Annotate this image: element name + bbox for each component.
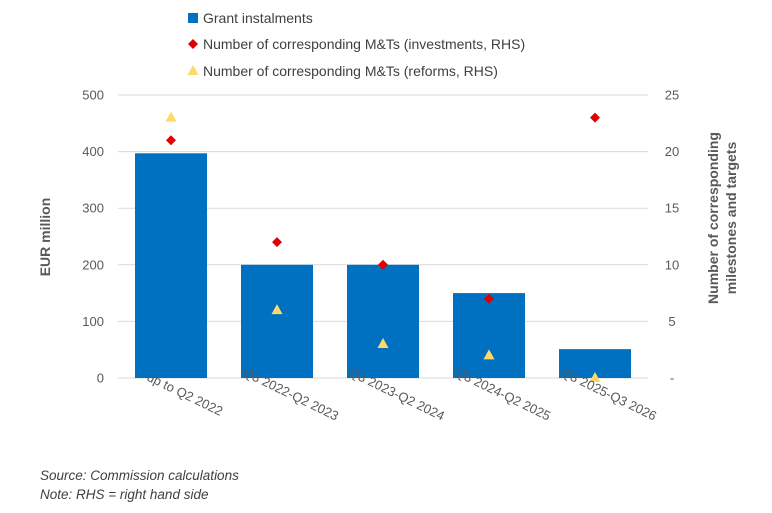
legend-swatch <box>187 65 199 75</box>
source-note: Source: Commission calculations <box>40 468 239 483</box>
investments-point <box>484 293 494 304</box>
right-tick-label: 15 <box>665 201 679 216</box>
left-tick-label: 400 <box>82 144 104 159</box>
reforms-point <box>377 338 389 349</box>
right-axis-title: Number of corresponding milestones and ta… <box>705 132 739 304</box>
legend-label: Number of corresponding M&Ts (investment… <box>203 36 525 52</box>
bar <box>135 153 207 378</box>
left-tick-label: 500 <box>82 88 104 103</box>
legend: Grant instalments Number of corresponding… <box>187 10 525 79</box>
bar <box>453 293 525 378</box>
reforms-point <box>483 349 495 360</box>
right-axis-title-line: milestones and targets <box>723 142 739 295</box>
right-tick-label: 10 <box>665 257 679 272</box>
investments-point <box>272 237 282 248</box>
reforms-point <box>589 372 601 382</box>
investments-point <box>590 112 600 123</box>
left-axis-title: EUR million <box>37 198 53 277</box>
left-tick-label: 300 <box>82 201 104 216</box>
bar <box>241 264 313 378</box>
legend-swatch <box>188 39 198 49</box>
bar <box>347 264 419 378</box>
right-tick-label: - <box>670 371 674 386</box>
left-tick-label: 100 <box>82 314 104 329</box>
bar-series <box>135 153 631 378</box>
left-axis-ticks: 0 100 200 300 400 500 <box>82 88 104 386</box>
legend-label: Grant instalments <box>203 10 313 26</box>
legend-label: Number of corresponding M&Ts (reforms, R… <box>203 63 498 79</box>
reforms-point <box>271 304 283 315</box>
reforms-point <box>165 111 177 122</box>
left-tick-label: 200 <box>82 257 104 272</box>
investments-point <box>378 259 388 270</box>
investments-point <box>166 135 176 146</box>
marker-series <box>165 111 601 382</box>
left-tick-label: 0 <box>97 371 104 386</box>
right-axis-title-line: Number of corresponding <box>705 132 721 304</box>
right-tick-label: 20 <box>665 144 679 159</box>
right-tick-label: 25 <box>665 88 679 103</box>
legend-swatch <box>188 13 198 23</box>
rhs-note: Note: RHS = right hand side <box>40 487 209 502</box>
combo-chart: Grant instalments Number of corresponding… <box>37 10 739 424</box>
right-tick-label: 5 <box>668 314 675 329</box>
right-axis-ticks: - 5 10 15 20 25 <box>665 88 679 386</box>
